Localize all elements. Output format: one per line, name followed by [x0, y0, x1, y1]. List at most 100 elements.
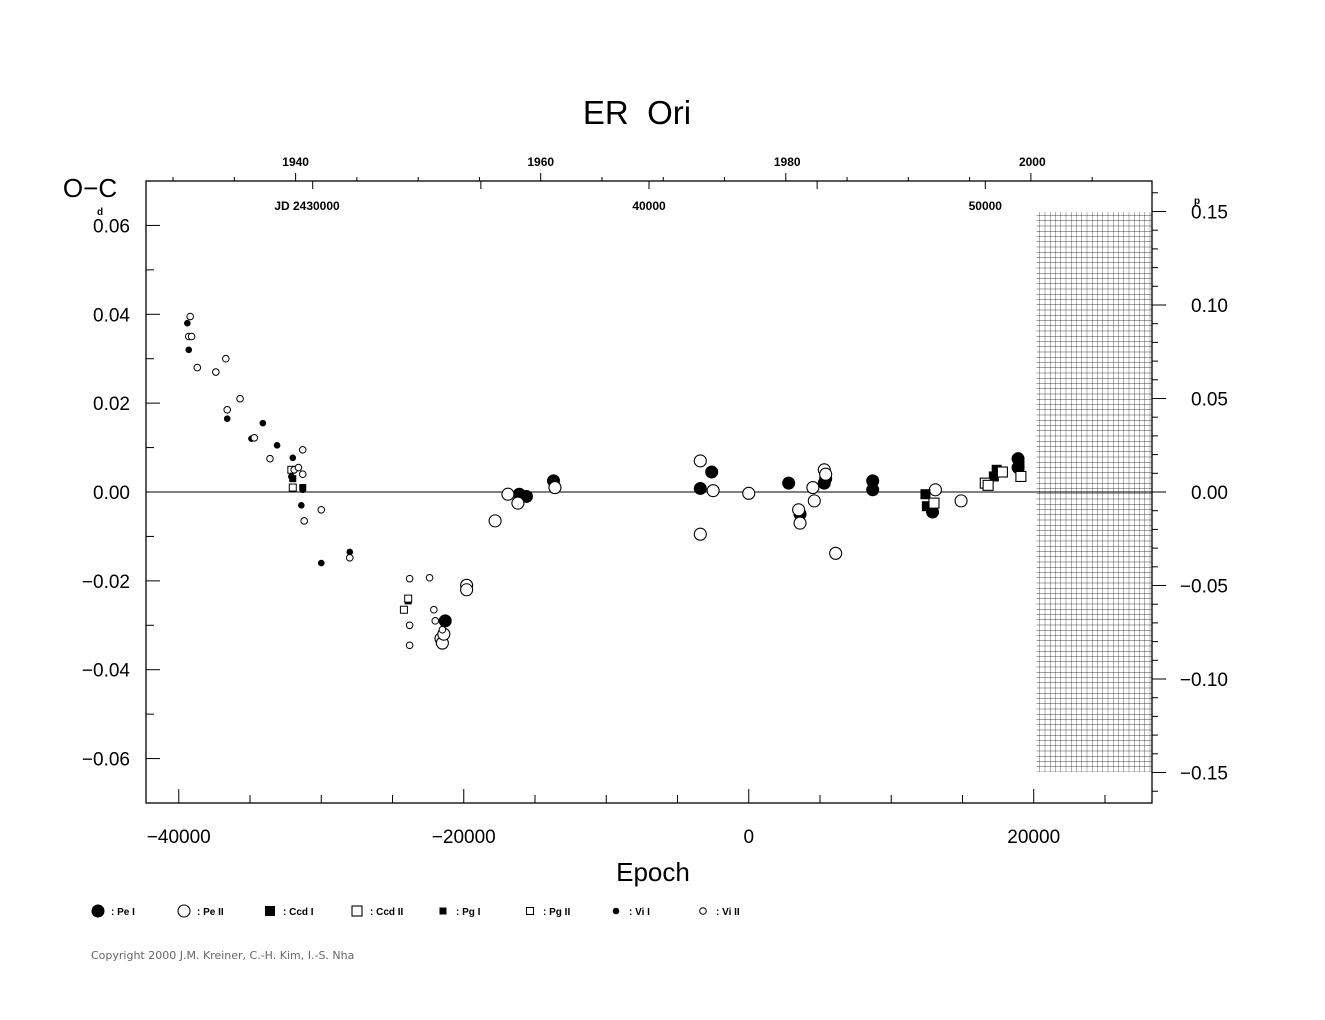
data-point [793, 516, 807, 530]
data-point [221, 354, 230, 363]
data-point [819, 467, 833, 481]
data-point [806, 481, 820, 495]
data-point [288, 473, 295, 480]
legend-marker [177, 904, 191, 918]
data-point [223, 415, 231, 422]
data-point [193, 363, 202, 372]
data-point [988, 471, 999, 482]
data-point [501, 487, 515, 501]
x-tick-label: −40000 [147, 827, 211, 848]
y-tick-label: 0.02 [93, 394, 130, 415]
y2-tick-label: −0.10 [1180, 670, 1228, 691]
jd-label: 40000 [632, 199, 666, 213]
data-point [273, 442, 281, 449]
data-point [288, 483, 297, 492]
data-point [405, 574, 414, 583]
data-point [807, 494, 821, 508]
axes: −40000 −20000 0 20000 1940 1960 1980 2000 JD 243… [82, 155, 1228, 848]
data-point [404, 594, 413, 603]
data-point [266, 454, 274, 463]
data-point [294, 463, 303, 472]
x-tick-label: −20000 [432, 827, 496, 848]
data-point [299, 486, 307, 494]
legend-marker [612, 907, 620, 915]
y2-axis-unit: p [1194, 196, 1200, 207]
y2-tick-label: 0.05 [1191, 389, 1228, 410]
legend-label: : Ccd II [370, 907, 404, 918]
data-point [706, 484, 720, 498]
data-point [928, 497, 940, 509]
legend-label: : Pg II [543, 907, 570, 918]
legend-marker [265, 906, 275, 916]
data-point [996, 466, 1008, 478]
data-point [259, 419, 267, 427]
y-tick-label: 0.04 [93, 305, 130, 326]
copyright-notice: Copyright 2000 J.M. Kreiner, C.-H. Kim, … [91, 949, 355, 962]
data-point [548, 481, 562, 495]
legend-marker [439, 907, 447, 915]
y-axis-unit: d [97, 207, 103, 218]
data-point [693, 527, 707, 541]
y2-tick-label: 0.00 [1191, 483, 1228, 504]
series-open-square-small [287, 465, 413, 614]
x-tick-label: 0 [743, 827, 754, 848]
legend-label: : Ccd I [283, 907, 314, 918]
data-point [438, 614, 452, 628]
data-point [920, 489, 931, 500]
legend-marker [351, 905, 363, 917]
legend: : Pe I: Pe II: Ccd I: Ccd II: Pg I: Pg I… [91, 904, 740, 918]
series-filled-circle-large [438, 452, 1025, 628]
data-point [705, 465, 719, 479]
data-point [1015, 470, 1027, 483]
y-tick-label: −0.06 [82, 750, 130, 771]
data-point [345, 553, 354, 562]
series-filled-square-small [289, 475, 412, 605]
y2-tick-label: 0.10 [1191, 296, 1228, 317]
legend-label: : Pe I [111, 907, 135, 918]
series-open-square-large [928, 466, 1027, 509]
y-tick-label: 0.00 [93, 483, 130, 504]
data-point [693, 481, 707, 495]
top-year-label: 1960 [527, 155, 554, 169]
top-year-label: 1940 [282, 155, 309, 169]
data-point [399, 605, 408, 614]
data-point [405, 641, 414, 650]
data-point [223, 406, 232, 414]
legend-marker [699, 907, 707, 915]
data-point [954, 494, 968, 508]
legend-label: : Vi II [716, 907, 740, 918]
data-point [184, 319, 191, 327]
data-point [298, 445, 307, 454]
series-filled-circle-small [184, 319, 354, 567]
data-points [184, 312, 1027, 650]
data-point [921, 501, 932, 512]
data-point [425, 573, 434, 582]
data-point [430, 605, 438, 614]
top-year-label: 2000 [1019, 155, 1046, 169]
data-point [186, 312, 194, 321]
y-axis-label: O−C [63, 173, 117, 203]
y2-tick-label: 0.15 [1191, 202, 1228, 223]
data-point [488, 514, 502, 528]
y2-tick-label: −0.15 [1180, 764, 1228, 785]
data-point [300, 517, 308, 525]
data-point [346, 548, 354, 556]
y-tick-label: 0.06 [93, 216, 130, 237]
x-tick-label: 20000 [1007, 827, 1060, 848]
data-point [829, 546, 843, 560]
data-point [460, 583, 474, 597]
data-point [928, 483, 942, 497]
data-point [742, 486, 756, 500]
legend-marker [91, 904, 105, 918]
jd-label: 50000 [969, 199, 1003, 213]
data-point [792, 503, 806, 517]
y-tick-label: −0.04 [82, 661, 131, 682]
data-point [438, 625, 447, 634]
data-point [782, 476, 796, 490]
data-point [982, 479, 994, 491]
data-point [298, 502, 305, 509]
data-point [250, 433, 259, 442]
chart-title: ER Ori [583, 94, 691, 131]
legend-label: : Pe II [197, 907, 224, 918]
data-point [185, 346, 193, 354]
